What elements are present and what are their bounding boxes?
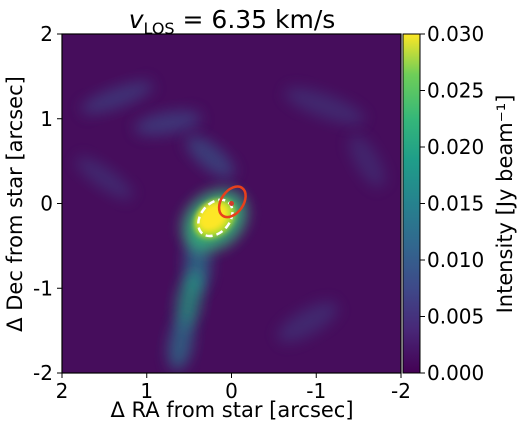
colorbar-label: Intensity [Jy beam⁻¹] (493, 95, 517, 314)
y-axis-label: Δ Dec from star [arcsec] (3, 76, 27, 332)
y-tick-label: 1 (40, 107, 53, 131)
colorbar-tick-label: 0.005 (427, 305, 484, 329)
x-tick-label: 0 (225, 379, 238, 403)
x-tick-label: -1 (306, 379, 326, 403)
x-axis-ticks: 2 1 0 -1 -2 (56, 373, 411, 403)
lower-right-blob (277, 301, 338, 343)
colorbar-tick-label: 0.000 (427, 361, 484, 385)
white-dashed-ellipse (197, 198, 234, 238)
y-tick-label: -1 (33, 276, 53, 300)
central-peak (197, 202, 229, 232)
contour-layer (197, 185, 247, 238)
star-marker (229, 201, 234, 206)
southern-streamer-blob (168, 316, 194, 371)
y-tick-label: -2 (33, 361, 53, 385)
colorbar-tick-label: 0.030 (427, 22, 484, 46)
upper-right-blob (284, 87, 365, 125)
colorbar-tick-label: 0.015 (427, 192, 484, 216)
y-axis-ticks: 2 1 0 -1 -2 (33, 22, 62, 385)
x-axis-label: Δ RA from star [arcsec] (110, 398, 353, 422)
x-tick-label: -2 (391, 379, 411, 403)
colorbar-tick-label: 0.025 (427, 79, 484, 103)
colorbar (402, 33, 421, 374)
left-arc-blob (75, 156, 133, 200)
colorbar-tick-label: 0.020 (427, 135, 484, 159)
upper-right-blob (349, 134, 386, 188)
y-tick-label: 0 (40, 192, 53, 216)
southern-streamer-blob (176, 271, 202, 331)
red-solid-ellipse (217, 185, 247, 219)
x-tick-label: 1 (140, 379, 153, 403)
y-tick-label: 2 (40, 22, 53, 46)
chart-title: vLOS = 6.35 km/s (129, 5, 336, 38)
colorbar-ticks: 0.000 0.005 0.010 0.015 0.020 0.025 0.030 (420, 22, 484, 385)
colorbar-tick-label: 0.010 (427, 248, 484, 272)
x-tick-label: 2 (56, 379, 69, 403)
northern-arc-blob (186, 135, 235, 179)
northern-arc-blob (134, 110, 202, 136)
northern-arc-blob (81, 81, 154, 114)
plot-area (62, 34, 401, 373)
